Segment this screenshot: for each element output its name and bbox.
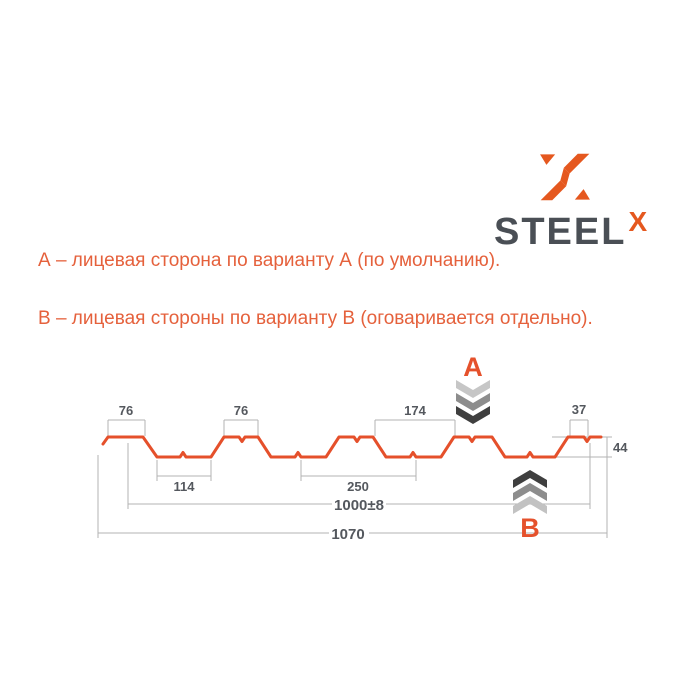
side-a-label: А <box>463 352 483 382</box>
dim-valley: 174 <box>404 403 426 418</box>
dim-edge-rib: 37 <box>572 402 586 417</box>
dimension-lines <box>97 419 612 538</box>
dim-bottom-flange: 114 <box>174 479 196 494</box>
brand-wordmark: STEELX <box>494 206 647 254</box>
side-b-arrow-icon <box>513 470 547 514</box>
dim-pitch: 250 <box>347 479 369 494</box>
side-a-arrow-icon <box>456 380 490 424</box>
dim-overall-width: 1070 <box>331 526 364 543</box>
brand-name: STEEL <box>494 211 627 253</box>
dim-left-flange: 76 <box>119 403 133 418</box>
dim-cover-width: 1000±8 <box>334 497 384 514</box>
note-variant-a: А – лицевая сторона по варианту А (по ум… <box>38 250 501 271</box>
note-variant-b: В – лицевая стороны по варианту В (огова… <box>38 308 593 329</box>
sheet-profile-outline <box>101 435 603 459</box>
brand-mark-x: X <box>628 206 648 237</box>
side-b-label: В <box>520 513 540 543</box>
steelx-x-icon <box>540 153 590 201</box>
dim-height: 44 <box>613 440 628 455</box>
dim-rib-top: 76 <box>234 403 248 418</box>
